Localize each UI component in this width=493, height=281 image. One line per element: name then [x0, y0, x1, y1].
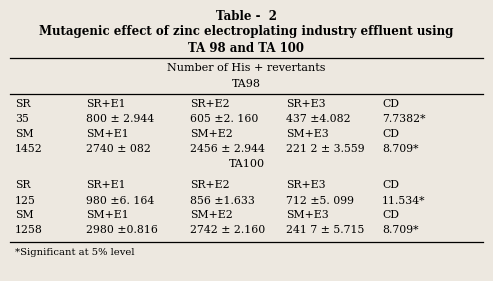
Text: 800 ± 2.944: 800 ± 2.944: [86, 114, 154, 124]
Text: 7.7382*: 7.7382*: [382, 114, 425, 124]
Text: 1452: 1452: [15, 144, 42, 154]
Text: TA100: TA100: [228, 159, 265, 169]
Text: 2740 ± 082: 2740 ± 082: [86, 144, 151, 154]
Text: SR+E2: SR+E2: [190, 99, 229, 109]
Text: CD: CD: [382, 99, 399, 109]
Text: 605 ±2. 160: 605 ±2. 160: [190, 114, 258, 124]
Text: SR: SR: [15, 180, 30, 191]
Text: CD: CD: [382, 210, 399, 220]
Text: TA 98 and TA 100: TA 98 and TA 100: [188, 42, 305, 55]
Text: TA98: TA98: [232, 79, 261, 89]
Text: SM: SM: [15, 210, 34, 220]
Text: SM+E3: SM+E3: [286, 210, 329, 220]
Text: Number of His + revertants: Number of His + revertants: [167, 63, 326, 73]
Text: CD: CD: [382, 180, 399, 191]
Text: 2456 ± 2.944: 2456 ± 2.944: [190, 144, 265, 154]
Text: SM+E2: SM+E2: [190, 210, 233, 220]
Text: SR: SR: [15, 99, 30, 109]
Text: *Significant at 5% level: *Significant at 5% level: [15, 248, 134, 257]
Text: 2980 ±0.816: 2980 ±0.816: [86, 225, 158, 235]
Text: 221 2 ± 3.559: 221 2 ± 3.559: [286, 144, 364, 154]
Text: 437 ±4.082: 437 ±4.082: [286, 114, 351, 124]
Text: Table -  2: Table - 2: [216, 10, 277, 23]
Text: 8.709*: 8.709*: [382, 225, 419, 235]
Text: SR+E2: SR+E2: [190, 180, 229, 191]
Text: 856 ±1.633: 856 ±1.633: [190, 196, 255, 206]
Text: SM+E3: SM+E3: [286, 129, 329, 139]
Text: 125: 125: [15, 196, 35, 206]
Text: 980 ±6. 164: 980 ±6. 164: [86, 196, 154, 206]
Text: 2742 ± 2.160: 2742 ± 2.160: [190, 225, 265, 235]
Text: 8.709*: 8.709*: [382, 144, 419, 154]
Text: SR+E1: SR+E1: [86, 180, 126, 191]
Text: 35: 35: [15, 114, 29, 124]
Text: SR+E1: SR+E1: [86, 99, 126, 109]
Text: 712 ±5. 099: 712 ±5. 099: [286, 196, 354, 206]
Text: 1258: 1258: [15, 225, 43, 235]
Text: SM+E1: SM+E1: [86, 129, 129, 139]
Text: SM: SM: [15, 129, 34, 139]
Text: Mutagenic effect of zinc electroplating industry effluent using: Mutagenic effect of zinc electroplating …: [39, 25, 454, 38]
Text: SM+E2: SM+E2: [190, 129, 233, 139]
Text: SR+E3: SR+E3: [286, 99, 325, 109]
Text: 241 7 ± 5.715: 241 7 ± 5.715: [286, 225, 364, 235]
Text: CD: CD: [382, 129, 399, 139]
Text: SR+E3: SR+E3: [286, 180, 325, 191]
Text: 11.534*: 11.534*: [382, 196, 425, 206]
Text: SM+E1: SM+E1: [86, 210, 129, 220]
